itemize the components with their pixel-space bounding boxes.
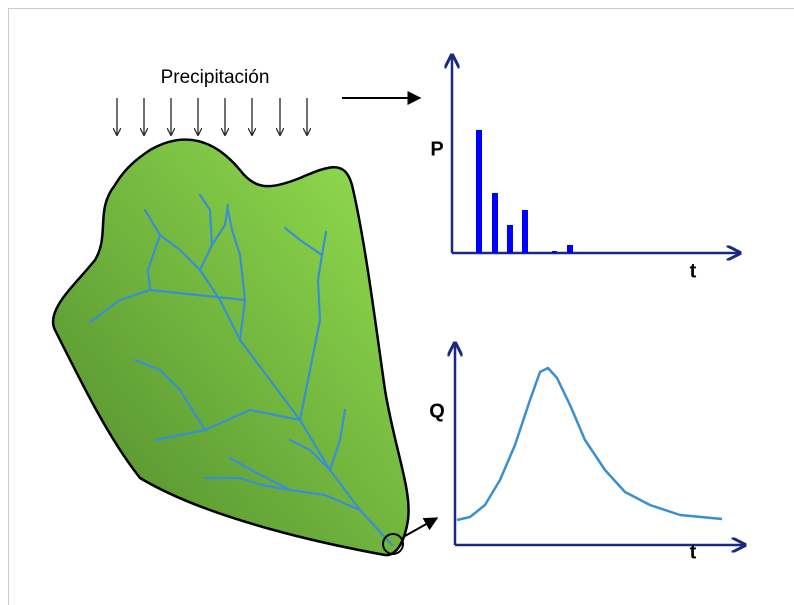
outlet [382,533,404,555]
outlet-arrow [404,517,439,537]
frame [8,8,794,605]
q-axis-label: Q [429,400,445,422]
precipitation-label: Precipitación [161,67,270,88]
p-time-label: t [690,260,697,282]
hyetograph [452,55,740,253]
p-axis-label: P [430,138,443,160]
rain-arrows [117,98,307,135]
q-time-label: t [690,541,697,563]
hydrograph [455,343,745,545]
river-network [88,193,394,547]
watershed [51,138,410,557]
